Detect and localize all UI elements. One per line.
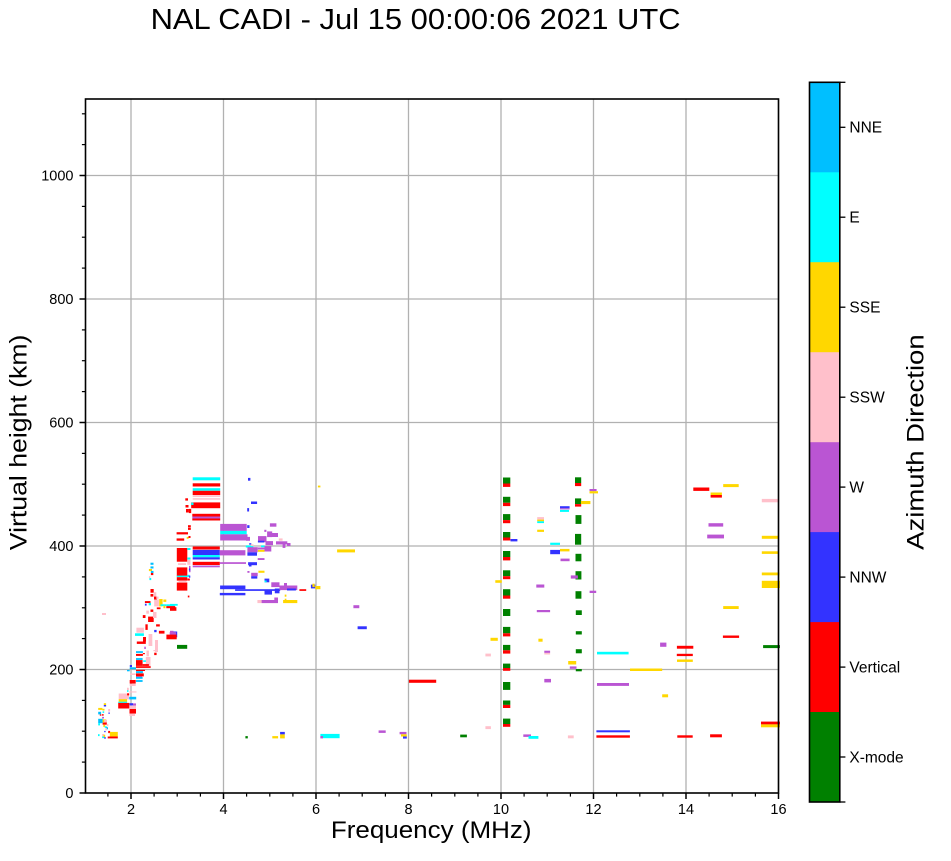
svg-text:600: 600 — [49, 415, 73, 431]
svg-text:Frequency (MHz): Frequency (MHz) — [331, 817, 532, 844]
svg-text:14: 14 — [678, 802, 694, 818]
svg-text:800: 800 — [49, 292, 73, 308]
svg-text:Azimuth Direction: Azimuth Direction — [903, 334, 930, 549]
svg-text:400: 400 — [49, 539, 73, 555]
svg-text:E: E — [849, 210, 859, 227]
svg-text:12: 12 — [585, 802, 601, 818]
svg-text:SSW: SSW — [849, 390, 885, 407]
svg-text:10: 10 — [493, 802, 509, 818]
svg-text:W: W — [849, 479, 864, 496]
svg-text:0: 0 — [65, 786, 73, 802]
svg-text:2: 2 — [127, 802, 135, 818]
svg-text:4: 4 — [219, 802, 227, 818]
svg-text:1000: 1000 — [41, 168, 73, 184]
svg-text:200: 200 — [49, 662, 73, 678]
svg-text:8: 8 — [404, 802, 412, 818]
svg-text:NNW: NNW — [849, 569, 886, 586]
svg-text:16: 16 — [770, 802, 786, 818]
svg-text:Vertical: Vertical — [849, 659, 900, 676]
svg-text:NAL CADI - Jul 15 00:00:06 202: NAL CADI - Jul 15 00:00:06 2021 UTC — [151, 4, 681, 36]
svg-text:6: 6 — [312, 802, 320, 818]
svg-text:SSE: SSE — [849, 300, 880, 317]
svg-text:X-mode: X-mode — [849, 749, 903, 766]
svg-text:NNE: NNE — [849, 120, 882, 137]
svg-text:Virtual height (km): Virtual height (km) — [6, 335, 33, 551]
